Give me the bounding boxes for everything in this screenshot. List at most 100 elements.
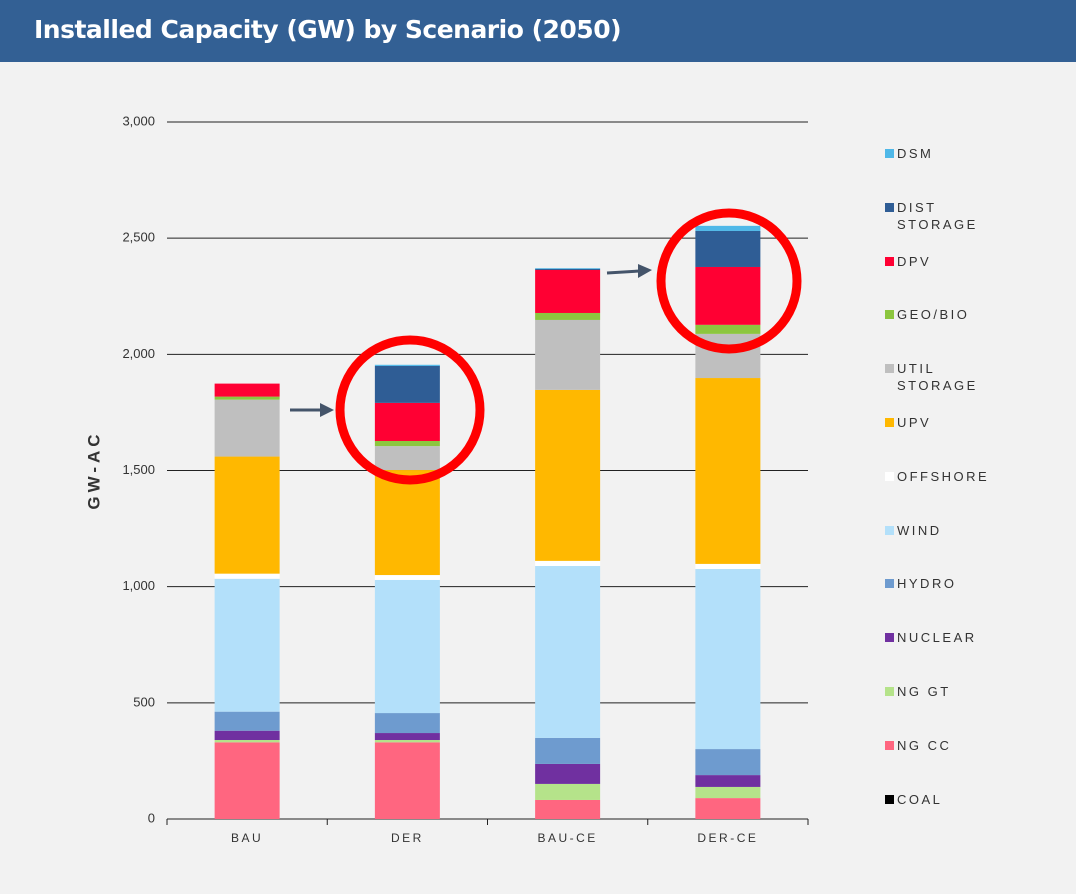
y-tick-label: 1,500 [122, 462, 155, 477]
bar-segment [695, 775, 761, 787]
x-tick-label: BAU [231, 831, 263, 845]
legend-item: DPV [885, 253, 1005, 270]
legend-swatch [885, 149, 894, 158]
bar-segment [374, 364, 440, 366]
legend-item: GEO/BIO [885, 306, 1005, 323]
bar-segment [374, 579, 440, 714]
bar-segment [535, 799, 601, 819]
legend-swatch [885, 310, 894, 320]
bar-segment [214, 711, 280, 731]
legend-swatch [885, 364, 894, 374]
bar-segment [374, 440, 440, 447]
bar-segment [535, 319, 601, 390]
legend-label: DSM [897, 146, 934, 161]
legend-label: WIND [897, 522, 942, 538]
bar-segment [214, 578, 280, 712]
y-tick-label: 2,500 [122, 230, 155, 245]
legend-label: UPV [897, 415, 932, 430]
legend-label: GEO/BIO [897, 307, 970, 323]
bar-segment [535, 737, 601, 764]
y-tick-label: 0 [148, 810, 155, 825]
bar-segment [695, 798, 761, 819]
x-tick-label: BAU-CE [537, 831, 597, 845]
bar-segment [695, 230, 761, 267]
legend-item: NG GT [885, 683, 1005, 700]
bar-segment [695, 563, 761, 570]
arrow-shaft [606, 269, 641, 275]
legend-item: DSM [885, 145, 1005, 162]
x-tick-label: DER-CE [697, 831, 758, 845]
legend-swatch [885, 740, 894, 750]
bar-segment [214, 399, 280, 457]
bar-segment [695, 225, 761, 231]
bar-segment [695, 324, 761, 334]
bar-segment [535, 268, 601, 269]
chart-title: Installed Capacity (GW) by Scenario (205… [34, 15, 622, 44]
legend-swatch [885, 794, 894, 804]
bar-segment [535, 269, 601, 313]
y-tick-label: 2,000 [122, 346, 155, 361]
legend-label: OFFSHORE [897, 468, 990, 484]
bar-segment [374, 446, 440, 471]
bar-segment [695, 266, 761, 325]
bar-segment [374, 365, 440, 403]
legend-swatch [885, 202, 894, 212]
bar-segment [695, 749, 761, 776]
legend-swatch [885, 418, 894, 427]
legend-label: NUCLEAR [897, 630, 977, 646]
legend-item: HYDRO [885, 575, 1005, 592]
bar-segment [214, 456, 280, 574]
bar-segment [214, 730, 280, 741]
legend-swatch [885, 256, 894, 266]
bar-segment [374, 733, 440, 741]
bar-segment [374, 402, 440, 441]
legend-swatch [885, 471, 894, 481]
legend-item: COAL [885, 791, 1005, 808]
legend-label: NG CC [897, 737, 952, 753]
legend-label: NG GT [897, 684, 951, 699]
bar-segment [374, 713, 440, 734]
legend-item: DIST STORAGE [885, 199, 1005, 233]
bar-segment [535, 783, 601, 800]
legend-item: UPV [885, 414, 1005, 431]
legend-label: UTIL STORAGE [897, 361, 978, 394]
highlight-circle [656, 208, 802, 354]
bar-segment [535, 389, 601, 561]
bar-segment [214, 383, 280, 397]
y-tick-label: 3,000 [122, 113, 155, 128]
legend-label: DPV [897, 253, 932, 269]
arrow-head [320, 403, 334, 417]
legend-item: OFFSHORE [885, 468, 1005, 485]
y-axis-title: GW-AC [84, 430, 103, 509]
bar-segment [535, 560, 601, 566]
bar-segment [695, 378, 761, 564]
bar-segment [374, 742, 440, 819]
legend-label: DIST STORAGE [897, 199, 978, 232]
annotations [290, 208, 802, 485]
bar-segment [374, 470, 440, 576]
y-tick-label: 500 [133, 694, 155, 709]
bar-segment [535, 565, 601, 738]
bar-segment [695, 569, 761, 750]
legend-item: NUCLEAR [885, 629, 1005, 646]
legend-label: COAL [897, 791, 943, 807]
legend-swatch [885, 525, 894, 535]
arrow-head [638, 264, 652, 278]
legend-swatch [885, 579, 894, 589]
legend-swatch [885, 633, 894, 643]
bar-segment [535, 763, 601, 784]
x-tick-label: DER [391, 831, 424, 845]
bar-segment [214, 396, 280, 400]
bar-segment [214, 742, 280, 819]
bar-segment [535, 268, 601, 270]
legend-item: WIND [885, 522, 1005, 539]
bar-segment [695, 786, 761, 799]
y-tick-label: 1,000 [122, 578, 155, 593]
bar-segment [214, 740, 280, 743]
legend-swatch [885, 687, 894, 696]
bar-segment [374, 575, 440, 580]
bar-segment [374, 740, 440, 743]
legend-item: UTIL STORAGE [885, 360, 1005, 394]
bar-segment [535, 312, 601, 320]
